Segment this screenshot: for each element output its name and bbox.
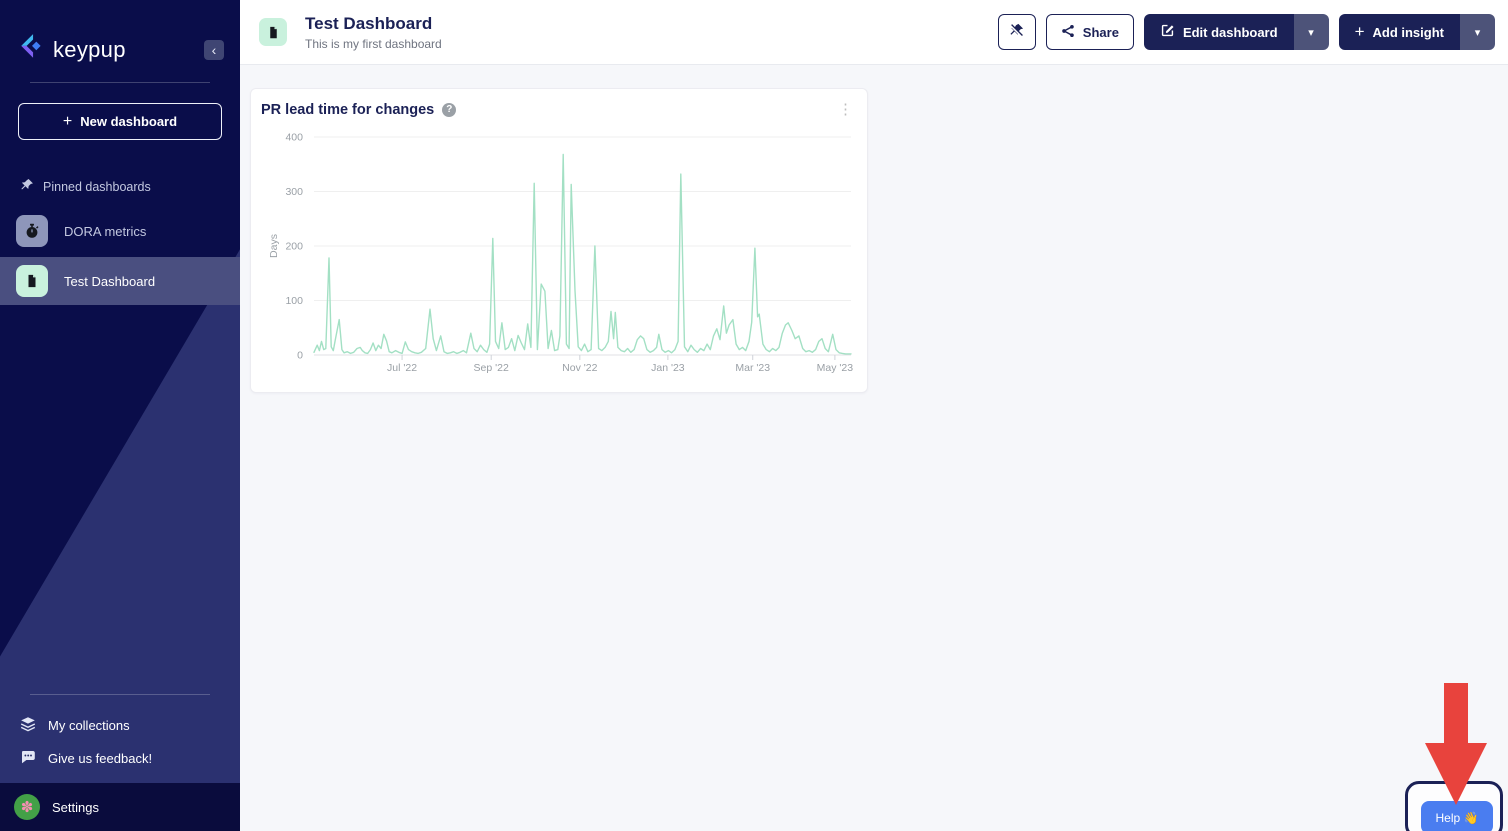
svg-text:Mar '23: Mar '23 bbox=[735, 362, 770, 374]
add-insight-label: Add insight bbox=[1372, 24, 1445, 40]
edit-dashboard-split-button: Edit dashboard ▾ bbox=[1143, 14, 1329, 50]
pr-lead-time-chart: 0 100 200 300 400 Days Jul '22 Sep '22 Nov '22 Ja… bbox=[268, 132, 854, 375]
svg-text:200: 200 bbox=[285, 241, 303, 253]
my-collections-label: My collections bbox=[48, 718, 130, 733]
sidebar-item-label: DORA metrics bbox=[64, 223, 147, 239]
feedback-label: Give us feedback! bbox=[48, 751, 153, 766]
sidebar-divider-bottom bbox=[30, 694, 210, 695]
sidebar-item-test-dashboard[interactable]: Test Dashboard bbox=[0, 257, 240, 305]
share-icon bbox=[1061, 24, 1075, 41]
add-insight-caret-button[interactable]: ▾ bbox=[1460, 14, 1495, 50]
edit-dashboard-label: Edit dashboard bbox=[1182, 24, 1278, 40]
card-header: PR lead time for changes ? ⋮ bbox=[251, 89, 867, 119]
caret-down-icon: ▾ bbox=[1474, 26, 1481, 39]
logo-row: keypup ‹ bbox=[0, 0, 240, 66]
sidebar-item-label: Test Dashboard bbox=[64, 273, 156, 289]
svg-text:May '23: May '23 bbox=[817, 362, 854, 374]
new-dashboard-label: New dashboard bbox=[80, 114, 178, 129]
add-insight-split-button: + Add insight ▾ bbox=[1338, 14, 1495, 50]
card-title: PR lead time for changes bbox=[261, 101, 435, 118]
svg-text:300: 300 bbox=[285, 186, 303, 198]
share-button[interactable]: Share bbox=[1045, 14, 1134, 50]
pin-icon bbox=[20, 178, 34, 195]
keypup-logo-text: keypup bbox=[53, 36, 126, 62]
edit-icon bbox=[1160, 23, 1175, 41]
share-label: Share bbox=[1082, 24, 1119, 40]
flower-icon: ✽ bbox=[20, 799, 34, 816]
svg-text:400: 400 bbox=[285, 132, 303, 144]
help-button-highlight-box: Help 👋 bbox=[1405, 781, 1503, 831]
caret-down-icon: ▾ bbox=[1308, 26, 1314, 39]
settings-button[interactable]: ✽ Settings bbox=[0, 783, 240, 831]
header-actions: Share Edit dashboard ▾ bbox=[997, 14, 1495, 50]
plus-icon: + bbox=[1354, 22, 1365, 41]
chevron-left-icon: ‹ bbox=[211, 41, 217, 58]
sidebar-footer: My collections Give us feedback! bbox=[0, 694, 240, 783]
dashboard-header: Test Dashboard This is my first dashboar… bbox=[240, 0, 1508, 65]
help-circle-icon[interactable]: ? bbox=[442, 102, 457, 117]
plus-icon: + bbox=[62, 112, 73, 130]
feedback-link[interactable]: Give us feedback! bbox=[0, 742, 240, 775]
kebab-menu-icon[interactable]: ⋮ bbox=[838, 101, 853, 118]
svg-text:Days: Days bbox=[268, 234, 280, 258]
svg-text:Jan '23: Jan '23 bbox=[651, 362, 685, 374]
layers-icon bbox=[20, 716, 36, 735]
dashboard-document-icon bbox=[259, 18, 287, 46]
pr-lead-time-card: 0 100 200 300 400 Days Jul '22 Sep '22 Nov '22 Ja… bbox=[250, 88, 868, 393]
my-collections-link[interactable]: My collections bbox=[0, 709, 240, 742]
pinned-dashboards-label: Pinned dashboards bbox=[43, 179, 151, 194]
edit-dashboard-caret-button[interactable]: ▾ bbox=[1293, 14, 1329, 50]
new-dashboard-button[interactable]: + New dashboard bbox=[18, 103, 222, 140]
settings-label: Settings bbox=[52, 799, 99, 815]
page-title: Test Dashboard bbox=[305, 13, 433, 33]
svg-text:0: 0 bbox=[297, 350, 303, 362]
help-button[interactable]: Help 👋 bbox=[1421, 801, 1493, 831]
keypup-logo-icon bbox=[18, 33, 46, 66]
sidebar: keypup ‹ + New dashboard Pinned dashboar… bbox=[0, 0, 240, 831]
svg-text:Jul '22: Jul '22 bbox=[387, 362, 417, 374]
edit-dashboard-button[interactable]: Edit dashboard bbox=[1143, 14, 1294, 50]
avatar: ✽ bbox=[14, 794, 40, 820]
main-area: Test Dashboard This is my first dashboar… bbox=[240, 0, 1508, 831]
svg-text:Sep '22: Sep '22 bbox=[474, 362, 509, 374]
document-icon bbox=[16, 265, 48, 297]
stopwatch-icon bbox=[16, 215, 48, 247]
sidebar-item-dora-metrics[interactable]: DORA metrics bbox=[0, 209, 240, 253]
pinned-dashboards-header: Pinned dashboards bbox=[0, 178, 240, 195]
unpin-dashboard-button[interactable] bbox=[997, 14, 1036, 50]
svg-text:Nov '22: Nov '22 bbox=[562, 362, 597, 374]
sidebar-collapse-button[interactable]: ‹ bbox=[204, 39, 224, 60]
add-insight-button[interactable]: + Add insight bbox=[1338, 14, 1460, 50]
sidebar-divider-top bbox=[30, 82, 210, 83]
dashboard-canvas: 0 100 200 300 400 Days Jul '22 Sep '22 Nov '22 Ja… bbox=[240, 65, 1508, 831]
chat-icon bbox=[20, 749, 36, 768]
page-subtitle: This is my first dashboard bbox=[305, 36, 442, 51]
svg-text:100: 100 bbox=[285, 295, 303, 307]
unpin-icon bbox=[1008, 22, 1025, 42]
